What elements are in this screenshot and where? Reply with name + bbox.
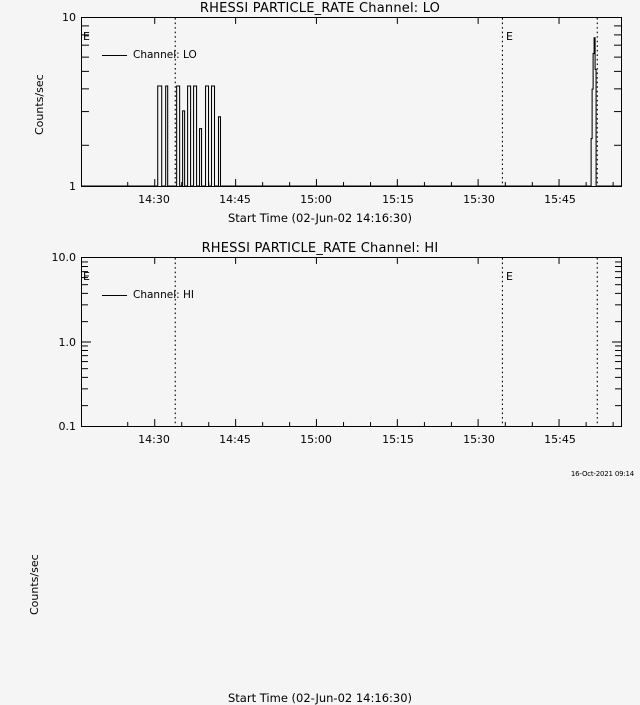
event-marker-hi-right: E: [506, 270, 513, 283]
panel-title-lo: RHESSI PARTICLE_RATE Channel: LO: [199, 1, 441, 16]
y-tick-label-hi-10: 10.0: [51, 251, 77, 264]
x-tick-label-hi-4: 15:30: [463, 433, 495, 446]
x-tick-label-hi-5: 15:45: [544, 433, 576, 446]
plot-area-hi: E E Channel: HI: [81, 257, 622, 427]
event-lines-lo: [174, 18, 598, 186]
y-axis-label-hi: Counts/sec: [28, 554, 41, 615]
y-ticks-lo: [82, 25, 621, 146]
x-ticks-lo: [127, 18, 614, 186]
legend-label-lo: Channel: LO: [133, 49, 197, 61]
x-tick-label-lo-1: 14:45: [219, 193, 251, 206]
x-axis-label-hi: Start Time (02-Jun-02 14:16:30): [228, 691, 412, 705]
x-tick-label-hi-1: 14:45: [219, 433, 251, 446]
plot-panel-lo: RHESSI PARTICLE_RATE Channel: LO Counts/…: [0, 0, 640, 240]
data-trace-lo: [82, 37, 621, 187]
plot-graphics-hi: [82, 258, 621, 426]
y-tick-label-hi-1: 1.0: [58, 336, 77, 349]
event-marker-lo-right: E: [506, 30, 513, 43]
y-axis-label-lo: Counts/sec: [33, 74, 46, 135]
y-tick-label-hi-01: 0.1: [58, 420, 77, 433]
event-marker-lo-left: E: [83, 30, 90, 43]
x-tick-label-hi-2: 15:00: [300, 433, 332, 446]
x-ticks-hi: [127, 258, 614, 426]
x-tick-label-lo-4: 15:30: [463, 193, 495, 206]
x-tick-label-lo-5: 15:45: [544, 193, 576, 206]
x-axis-label-lo: Start Time (02-Jun-02 14:16:30): [228, 211, 412, 225]
legend-swatch-lo: [102, 55, 127, 56]
x-tick-label-hi-3: 15:15: [382, 433, 414, 446]
render-timestamp: 16-Oct-2021 09:14: [570, 470, 634, 478]
legend-label-hi: Channel: HI: [133, 289, 194, 301]
legend-swatch-hi: [102, 295, 127, 296]
y-tick-label-lo-10: 10: [62, 11, 76, 24]
panel-title-hi: RHESSI PARTICLE_RATE Channel: HI: [201, 241, 439, 256]
x-tick-label-lo-0: 14:30: [138, 193, 170, 206]
plot-graphics-lo: [82, 18, 621, 187]
event-lines-hi: [174, 258, 598, 426]
y-tick-label-lo-1: 1: [69, 180, 76, 193]
x-tick-label-lo-3: 15:15: [382, 193, 414, 206]
plot-panel-hi: RHESSI PARTICLE_RATE Channel: HI Counts/…: [0, 240, 640, 705]
y-ticks-hi: [82, 261, 621, 407]
plot-area-lo: E E Channel: LO: [81, 17, 622, 187]
x-tick-label-hi-0: 14:30: [138, 433, 170, 446]
event-marker-hi-left: E: [83, 270, 90, 283]
x-tick-label-lo-2: 15:00: [300, 193, 332, 206]
